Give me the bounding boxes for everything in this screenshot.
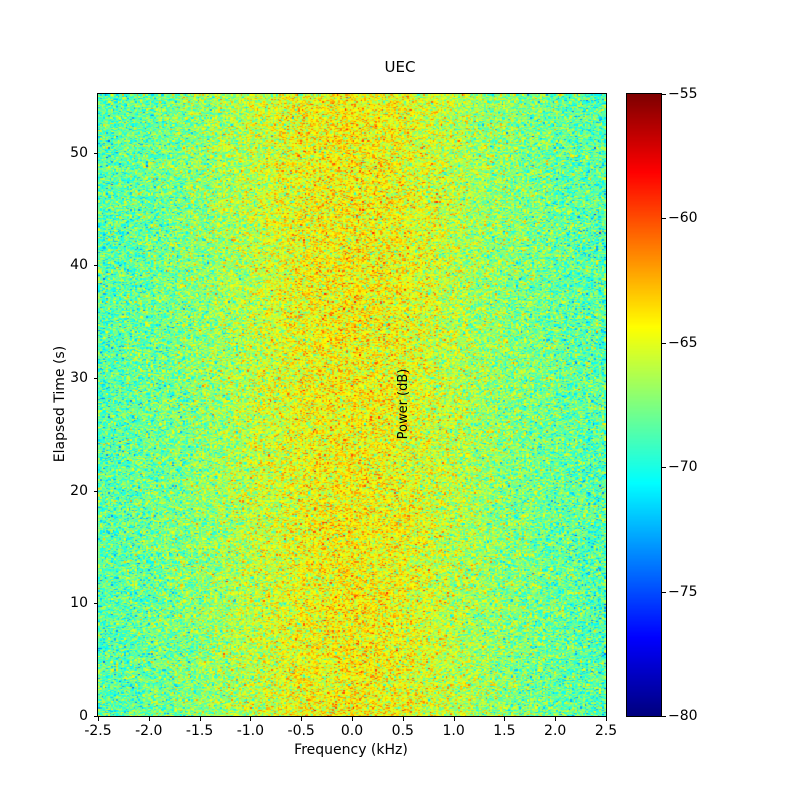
y-tick-label: 30 — [70, 369, 88, 386]
x-tick-mark — [402, 717, 404, 721]
y-tick-label: 40 — [70, 257, 88, 274]
y-tick-label: 10 — [70, 595, 88, 612]
x-tick-label: 0.0 — [340, 723, 364, 739]
x-tick-mark — [453, 717, 455, 721]
colorbar-tick-mark — [662, 591, 666, 593]
colorbar-tick-label: −80 — [668, 708, 698, 724]
y-tick-mark — [94, 603, 98, 605]
colorbar-tick-mark — [662, 218, 666, 220]
x-tick-label: 0.5 — [391, 723, 414, 739]
colorbar-tick-label: −55 — [668, 86, 698, 102]
x-axis-label: Frequency (kHz) — [294, 742, 408, 758]
y-tick-mark — [94, 377, 98, 379]
x-tick-label: 2.5 — [594, 723, 618, 739]
x-tick-mark — [199, 717, 201, 721]
plot-area — [97, 93, 607, 717]
y-tick-mark — [94, 265, 98, 267]
x-tick-mark — [606, 717, 607, 721]
x-tick-label: 1.0 — [442, 723, 465, 739]
colorbar-tick-mark — [662, 467, 666, 469]
x-tick-mark — [250, 717, 252, 721]
colorbar-tick-label: −75 — [668, 583, 698, 600]
x-tick-mark — [555, 717, 557, 721]
title-line-station: UEC — [384, 58, 416, 76]
x-tick-mark — [352, 717, 353, 721]
x-tick-mark — [504, 717, 506, 721]
x-tick-label: -1.5 — [185, 723, 214, 739]
y-tick-label: 20 — [70, 482, 88, 499]
x-tick-label: 1.5 — [493, 723, 516, 739]
colorbar — [626, 93, 662, 717]
y-tick-mark — [94, 152, 98, 154]
colorbar-tick-mark — [662, 342, 666, 344]
colorbar-tick-mark — [662, 94, 666, 95]
y-axis-label: Elapsed Time (s) — [52, 345, 68, 463]
x-tick-label: -1.0 — [236, 723, 265, 739]
x-tick-label: -0.5 — [287, 723, 315, 739]
colorbar-tick-label: −65 — [668, 334, 698, 351]
y-tick-label: 0 — [79, 708, 88, 724]
y-tick-label: 50 — [70, 144, 88, 161]
x-tick-label: 2.0 — [544, 723, 567, 739]
y-tick-mark — [94, 716, 98, 717]
x-tick-label: -2.0 — [135, 723, 163, 739]
x-tick-mark — [148, 717, 150, 721]
spectrogram-image — [98, 94, 606, 716]
colorbar-tick-label: −70 — [668, 459, 698, 476]
colorbar-tick-label: −60 — [668, 210, 698, 227]
colorbar-label: Power (dB) — [396, 368, 411, 440]
x-tick-label: -2.5 — [84, 723, 112, 739]
y-tick-mark — [94, 490, 98, 492]
x-tick-mark — [301, 717, 303, 721]
colorbar-gradient — [627, 94, 661, 716]
x-tick-mark — [98, 717, 99, 721]
colorbar-tick-mark — [662, 716, 666, 717]
